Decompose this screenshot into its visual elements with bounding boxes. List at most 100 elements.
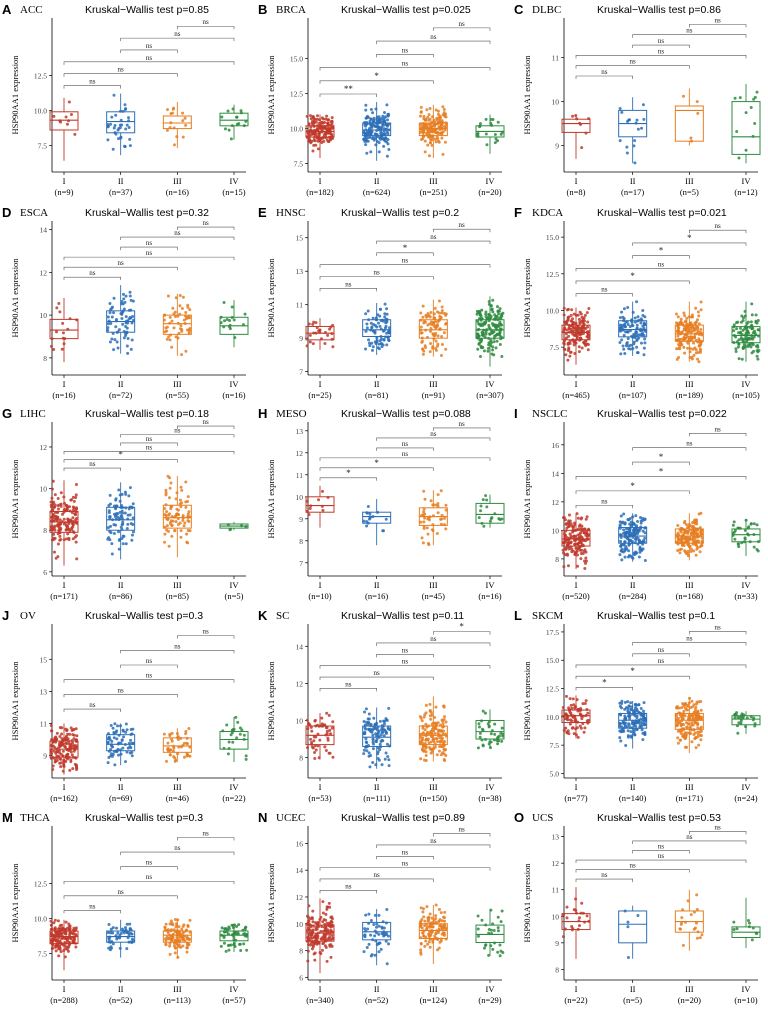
significance-label: * [602, 677, 607, 687]
data-point [185, 532, 189, 536]
data-point [165, 108, 169, 112]
n-label: (n=107) [619, 390, 647, 400]
comparison-bracket: ns [319, 280, 377, 292]
data-point [583, 726, 587, 730]
data-point [686, 537, 690, 541]
comparison-bracket: ns [319, 680, 377, 692]
data-point [56, 939, 60, 943]
data-point [584, 517, 588, 521]
comparison-bracket: * [632, 233, 747, 246]
chart-title: Kruskal−Wallis test p=0.3 [85, 610, 203, 622]
data-point [369, 107, 373, 111]
data-point [225, 318, 229, 322]
data-point [426, 737, 430, 741]
data-point [364, 108, 368, 112]
data-point [108, 530, 112, 534]
data-point [620, 110, 624, 114]
data-point [623, 717, 627, 721]
data-point [169, 522, 173, 526]
data-point [112, 311, 116, 315]
data-point [226, 109, 230, 113]
data-point [112, 93, 116, 97]
data-point [433, 316, 437, 320]
x-tick-label: IV [230, 379, 240, 389]
data-point [71, 508, 75, 512]
data-point [53, 746, 57, 750]
y-axis-label: HSP90AA1 expression [522, 661, 532, 741]
data-point [327, 140, 331, 144]
comparison-bracket: ns [632, 27, 747, 38]
bracket-line [575, 490, 690, 494]
significance-label: ns [146, 443, 153, 451]
iqr-box [106, 111, 136, 134]
data-point [444, 720, 448, 724]
data-point [235, 736, 239, 740]
bracket-line [177, 837, 235, 841]
comparison-bracket: ns [177, 418, 235, 430]
comparison-bracket: ns [63, 54, 235, 65]
data-point [320, 141, 324, 145]
data-point [314, 933, 318, 937]
comparison-bracket: ns [120, 435, 178, 446]
box-III [674, 696, 704, 754]
data-point [481, 323, 485, 327]
data-point [106, 315, 110, 319]
data-point [330, 726, 334, 730]
data-point [635, 300, 639, 304]
data-point [429, 711, 433, 715]
data-point [363, 123, 367, 127]
data-point [682, 345, 686, 349]
bracket-line [632, 242, 747, 246]
bracket-line [575, 293, 633, 297]
data-point [754, 313, 758, 317]
data-point [233, 930, 237, 934]
data-point [685, 523, 689, 527]
x-tick-label: III [685, 176, 694, 186]
data-point [317, 498, 321, 502]
data-point [314, 321, 318, 325]
data-point [64, 727, 68, 731]
data-point [229, 943, 233, 947]
data-point [128, 144, 132, 148]
data-point [566, 307, 570, 311]
data-point [59, 528, 63, 532]
data-point [168, 338, 172, 342]
y-tick-label: 8 [555, 555, 559, 564]
box-III [418, 104, 448, 158]
data-point [224, 949, 228, 953]
data-point [370, 130, 374, 134]
data-point [50, 927, 54, 931]
data-point [675, 347, 679, 351]
x-tick-label: I [319, 580, 322, 590]
data-point [430, 138, 434, 142]
data-point [231, 740, 235, 744]
data-point [676, 741, 680, 745]
data-point [485, 143, 489, 147]
data-point [687, 327, 691, 331]
data-point [127, 116, 131, 120]
data-point [365, 322, 369, 326]
data-point [114, 512, 118, 516]
data-point [321, 942, 325, 946]
data-point [180, 306, 184, 310]
x-tick-label: III [685, 580, 694, 590]
data-point [562, 516, 566, 520]
data-point [497, 324, 501, 328]
panel-label: G [2, 406, 12, 421]
data-point [126, 351, 130, 355]
data-point [367, 126, 371, 130]
data-point [373, 726, 377, 730]
y-tick-label: 12 [296, 449, 304, 458]
data-point [564, 694, 568, 698]
data-point [491, 348, 495, 352]
data-point [167, 544, 171, 548]
data-point [641, 529, 645, 533]
iqr-box [106, 506, 136, 531]
data-point [178, 498, 182, 502]
data-point [122, 735, 126, 739]
data-point [570, 547, 574, 551]
data-point [50, 496, 54, 500]
data-point [371, 747, 375, 751]
data-point [586, 320, 590, 324]
data-point [186, 303, 190, 307]
